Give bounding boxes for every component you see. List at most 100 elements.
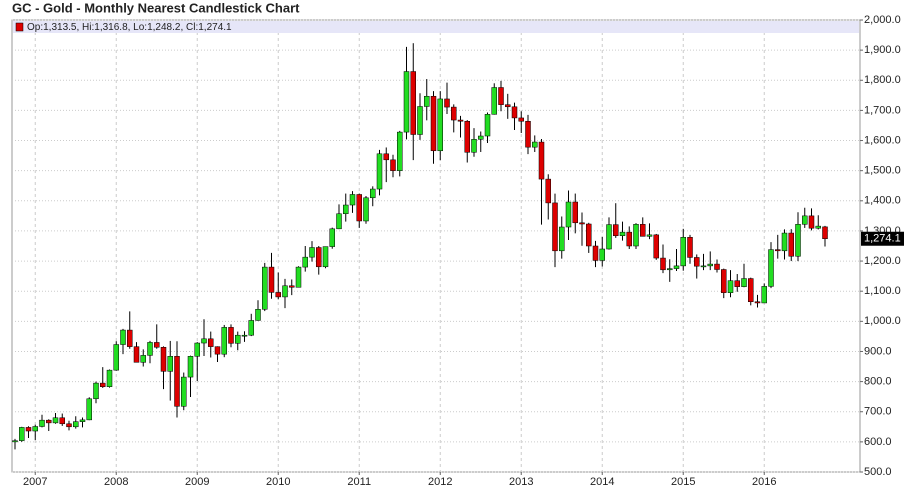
candle-body xyxy=(397,131,403,171)
candle-body xyxy=(403,71,410,133)
candle-body xyxy=(140,355,146,363)
candle-body xyxy=(235,334,241,344)
x-tick-label: 2009 xyxy=(185,476,209,488)
candle-body xyxy=(59,417,65,425)
candle-body xyxy=(370,188,376,199)
candle-body xyxy=(511,106,518,119)
candle-body xyxy=(221,327,227,355)
y-tick-label: 2,000.0 xyxy=(864,14,901,26)
candle-body xyxy=(545,178,551,204)
candle-body xyxy=(626,231,632,247)
candle-body xyxy=(329,228,335,247)
candle-body xyxy=(822,226,828,239)
candle-body xyxy=(748,278,754,302)
candle-body xyxy=(133,346,140,363)
candle-body xyxy=(46,419,52,424)
candle-body xyxy=(66,423,72,428)
y-tick-label: 1,200.0 xyxy=(864,255,901,267)
candle-body xyxy=(201,338,207,344)
candle-body xyxy=(599,248,605,261)
candle-body xyxy=(120,329,126,345)
candle-body xyxy=(73,421,79,428)
candle-body xyxy=(727,280,734,293)
candle-body xyxy=(255,309,261,321)
candle-body xyxy=(579,222,585,225)
candle-body xyxy=(430,95,437,152)
y-tick-label: 1,700.0 xyxy=(864,104,901,116)
candle-body xyxy=(538,141,545,180)
candle-body xyxy=(268,266,275,293)
candle-body xyxy=(761,286,767,304)
y-tick-label: 1,000.0 xyxy=(864,315,901,327)
candle-body xyxy=(154,342,160,348)
candle-body xyxy=(424,95,430,107)
candle-body xyxy=(552,202,558,252)
candle-body xyxy=(781,232,788,252)
x-tick-label: 2016 xyxy=(752,476,776,488)
candle-body xyxy=(802,215,808,225)
candle-body xyxy=(262,266,268,310)
x-tick-label: 2011 xyxy=(347,476,371,488)
candle-body xyxy=(86,398,92,421)
candle-body xyxy=(619,231,626,237)
y-tick-label: 1,900.0 xyxy=(864,44,901,56)
candle-body xyxy=(640,224,646,237)
candle-body xyxy=(444,98,450,108)
y-tick-label: 900.0 xyxy=(864,345,892,357)
candle-body xyxy=(741,278,747,287)
x-tick-label: 2013 xyxy=(509,476,533,488)
candle-body xyxy=(525,120,531,148)
candle-body xyxy=(194,342,200,357)
candle-body xyxy=(187,356,194,378)
candle-body xyxy=(295,266,302,288)
candle-body xyxy=(343,204,349,215)
candle-body xyxy=(19,427,25,441)
candle-body xyxy=(457,119,464,122)
candle-body xyxy=(808,215,815,229)
candle-body xyxy=(25,427,32,432)
candle-body xyxy=(228,327,234,344)
candle-body xyxy=(248,320,254,336)
x-tick-label: 2012 xyxy=(428,476,452,488)
candle-body xyxy=(437,98,443,152)
candle-body xyxy=(100,382,106,387)
candle-body xyxy=(694,257,700,267)
candle-body xyxy=(633,224,639,247)
candle-body xyxy=(349,194,356,206)
candle-body xyxy=(586,223,592,247)
candle-body xyxy=(505,104,511,108)
candle-body xyxy=(565,201,572,228)
y-tick-label: 500.0 xyxy=(864,466,892,478)
candle-body xyxy=(518,117,524,122)
candle-body xyxy=(383,153,389,161)
candle-body xyxy=(316,247,322,268)
candle-body xyxy=(484,114,491,137)
candle-body xyxy=(12,440,18,443)
candle-body xyxy=(471,139,477,153)
candle-body xyxy=(660,257,666,271)
candle-body xyxy=(498,87,504,105)
candle-body xyxy=(700,265,707,268)
candle-body xyxy=(613,224,619,237)
candle-body xyxy=(410,71,416,135)
candle-body xyxy=(93,382,99,400)
x-tick-label: 2014 xyxy=(590,476,614,488)
candle-body xyxy=(174,356,180,407)
candle-body xyxy=(39,419,45,427)
plot-area xyxy=(11,19,861,473)
chart-title: GC - Gold - Monthly Nearest Candlestick … xyxy=(12,0,300,15)
legend-swatch xyxy=(15,22,24,32)
candle-body xyxy=(653,234,659,259)
x-tick-label: 2008 xyxy=(104,476,128,488)
candle-body xyxy=(572,201,578,224)
candle-body xyxy=(721,269,727,293)
candle-body xyxy=(160,346,167,372)
y-tick-label: 1,500.0 xyxy=(864,165,901,177)
candle-body xyxy=(464,120,470,153)
candle-body xyxy=(356,194,362,222)
y-tick-label: 800.0 xyxy=(864,376,892,388)
x-tick-label: 2007 xyxy=(23,476,47,488)
candle-body xyxy=(214,346,221,355)
y-tick-label: 1,600.0 xyxy=(864,134,901,146)
